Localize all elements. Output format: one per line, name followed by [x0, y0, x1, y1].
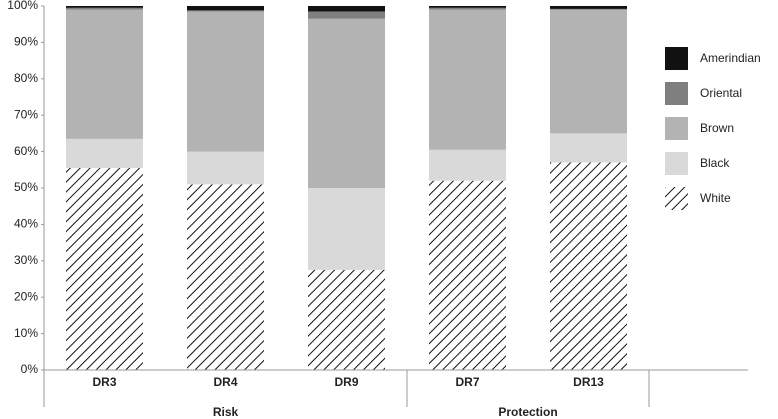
bar-segment — [429, 149, 506, 181]
bar-segment — [550, 133, 627, 163]
legend-label: Amerindian — [700, 51, 761, 65]
bar-segment — [429, 9, 506, 150]
y-tick-label: 10% — [14, 326, 38, 340]
y-tick-label: 40% — [14, 217, 38, 231]
bar-segment — [429, 7, 506, 10]
x-tick-label: DR3 — [92, 375, 116, 389]
bar-segment — [187, 11, 264, 152]
bar-segment — [429, 6, 506, 8]
y-tick-label: 70% — [14, 107, 38, 121]
bar-segment — [308, 6, 385, 12]
x-tick-label: DR4 — [213, 375, 237, 389]
bar-segment — [66, 6, 143, 8]
y-tick-label: 20% — [14, 289, 38, 303]
bar-segment — [66, 138, 143, 168]
y-tick-label: 80% — [14, 71, 38, 85]
legend-swatch — [665, 47, 688, 70]
legend-swatch — [665, 82, 688, 105]
y-tick-label: 0% — [21, 362, 39, 376]
bar-segment — [308, 188, 385, 270]
y-tick-label: 90% — [14, 35, 38, 49]
group-label: Protection — [498, 405, 557, 419]
group-label: Risk — [213, 405, 239, 419]
bar-segment — [308, 18, 385, 188]
bar-segment — [550, 8, 627, 10]
bar-segment — [308, 11, 385, 19]
y-tick-label: 100% — [7, 0, 38, 12]
bar-segment — [187, 184, 264, 370]
bar-segment — [187, 6, 264, 11]
bar-segment — [550, 162, 627, 370]
legend-label: Black — [700, 156, 730, 170]
x-tick-label: DR7 — [455, 375, 479, 389]
bar-segment — [550, 6, 627, 9]
bar-segment — [308, 269, 385, 370]
legend-label: Brown — [700, 121, 734, 135]
bar-segment — [66, 7, 143, 10]
y-tick-label: 30% — [14, 253, 38, 267]
bar-segment — [187, 10, 264, 12]
bar-segment — [550, 9, 627, 134]
bar-segment — [429, 180, 506, 370]
bar-segment — [66, 9, 143, 139]
y-tick-label: 60% — [14, 144, 38, 158]
legend-swatch — [665, 152, 688, 175]
bar-segment — [66, 167, 143, 370]
legend-swatch — [665, 187, 688, 210]
x-tick-label: DR9 — [334, 375, 358, 389]
y-tick-label: 50% — [14, 180, 38, 194]
x-tick-label: DR13 — [573, 375, 604, 389]
legend-label: Oriental — [700, 86, 742, 100]
legend-label: White — [700, 191, 731, 205]
bar-segment — [187, 151, 264, 185]
legend-swatch — [665, 117, 688, 140]
